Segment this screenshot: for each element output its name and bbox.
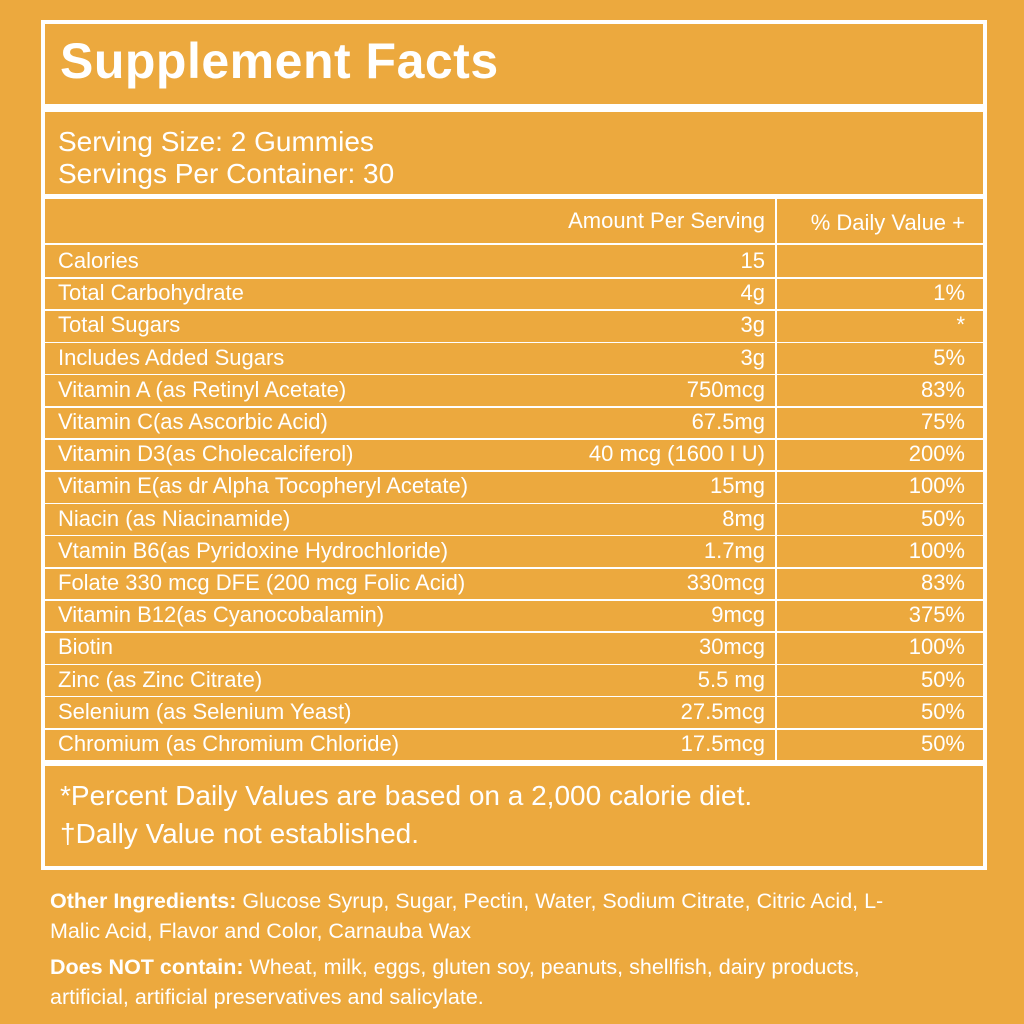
daily-value: 100%: [908, 537, 965, 563]
row-divider: [45, 502, 983, 505]
nutrient-name: Calories: [58, 248, 139, 273]
row-divider: [45, 728, 983, 730]
amount: 1.7mg: [703, 537, 765, 563]
footnote: †Dally Value not established.: [60, 818, 420, 849]
amount: 67.5mg: [691, 409, 765, 434]
column-divider: [775, 199, 777, 760]
daily-value: 375%: [908, 602, 965, 628]
divider: [45, 760, 983, 766]
text: Wheat, milk, eggs, gluten soy, peanuts, …: [50, 955, 860, 1009]
label: Other Ingredients:: [50, 889, 237, 913]
servings-per-container: Servings Per Container: 30: [58, 158, 395, 189]
amount: 17.5mcg: [680, 731, 765, 756]
daily-value: 200%: [908, 441, 965, 467]
amount: 4g: [740, 280, 765, 306]
daily-value: 50%: [920, 505, 965, 531]
nutrient-name: Vitamin D3(as Cholecalciferol): [58, 441, 354, 467]
nutrient-name: Folate 330 mcg DFE (200 mcg Folic Acid): [58, 570, 466, 595]
header-dv: % Daily Value +: [810, 210, 965, 235]
row-divider: [45, 663, 983, 666]
row-divider: [45, 309, 983, 311]
nutrient-name: Vitamin E(as dr Alpha Tocopheryl Acetate…: [58, 473, 469, 499]
row-divider: [45, 599, 983, 601]
nutrient-name: Includes Added Sugars: [58, 344, 285, 370]
amount: 3g: [740, 312, 765, 338]
amount: 15: [740, 248, 765, 273]
daily-value: 50%: [920, 731, 965, 756]
divider: [45, 243, 983, 245]
amount: 750mcg: [686, 376, 765, 402]
footnote: *Percent Daily Values are based on a 2,0…: [60, 780, 753, 811]
text: Glucose Syrup, Sugar, Pectin, Water, Sod…: [50, 889, 884, 943]
title: Supplement Facts: [60, 33, 499, 89]
row-divider: [45, 534, 983, 537]
amount: 8mg: [722, 505, 765, 531]
daily-value: 5%: [933, 344, 965, 370]
row-divider: [45, 277, 983, 279]
row-divider: [45, 438, 983, 440]
row-divider: [45, 695, 983, 698]
daily-value: 100%: [908, 634, 965, 660]
nutrient-name: Total Carbohydrate: [58, 280, 244, 306]
amount: 330mcg: [686, 570, 765, 595]
row-divider: [45, 373, 983, 376]
daily-value: 83%: [920, 570, 965, 595]
label-border: [41, 20, 987, 870]
amount: 15mg: [709, 473, 765, 499]
daily-value: 50%: [920, 666, 965, 692]
nutrient-name: Biotin: [58, 634, 114, 660]
nutrient-name: Vitamin C(as Ascorbic Acid): [58, 409, 328, 434]
nutrient-name: Vitamin A (as Retinyl Acetate): [58, 376, 347, 402]
nutrient-name: Chromium (as Chromium Chloride): [58, 731, 400, 756]
nutrient-name: Selenium (as Selenium Yeast): [58, 698, 352, 724]
divider: [45, 194, 983, 199]
divider: [45, 104, 983, 112]
daily-value: 1%: [933, 280, 965, 306]
nutrient-name: Total Sugars: [58, 312, 181, 338]
row-divider: [45, 341, 983, 344]
does-not-contain: Does NOT contain: Wheat, milk, eggs, glu…: [50, 952, 900, 1012]
nutrient-name: Niacin (as Niacinamide): [58, 505, 291, 531]
row-divider: [45, 406, 983, 408]
nutrient-name: Vtamin B6(as Pyridoxine Hydrochloride): [58, 537, 449, 563]
row-divider: [45, 470, 983, 472]
amount: 40 mcg (1600 I U): [588, 441, 765, 467]
amount: 27.5mcg: [680, 698, 765, 724]
daily-value: *: [956, 312, 965, 338]
daily-value: 83%: [920, 376, 965, 402]
amount: 30mcg: [698, 634, 765, 660]
header-amount: Amount Per Serving: [568, 208, 765, 233]
nutrient-name: Vitamin B12(as Cyanocobalamin): [58, 602, 385, 628]
serving-size: Serving Size: 2 Gummies: [58, 126, 374, 157]
label: Does NOT contain:: [50, 955, 244, 979]
nutrient-name: Zinc (as Zinc Citrate): [58, 666, 263, 692]
row-divider: [45, 631, 983, 633]
daily-value: 50%: [920, 698, 965, 724]
daily-value: 100%: [908, 473, 965, 499]
other-ingredients: Other Ingredients: Glucose Syrup, Sugar,…: [50, 886, 900, 946]
daily-value: 75%: [920, 409, 965, 434]
amount: 9mcg: [711, 602, 765, 628]
amount: 5.5 mg: [697, 666, 765, 692]
amount: 3g: [740, 344, 765, 370]
row-divider: [45, 567, 983, 569]
